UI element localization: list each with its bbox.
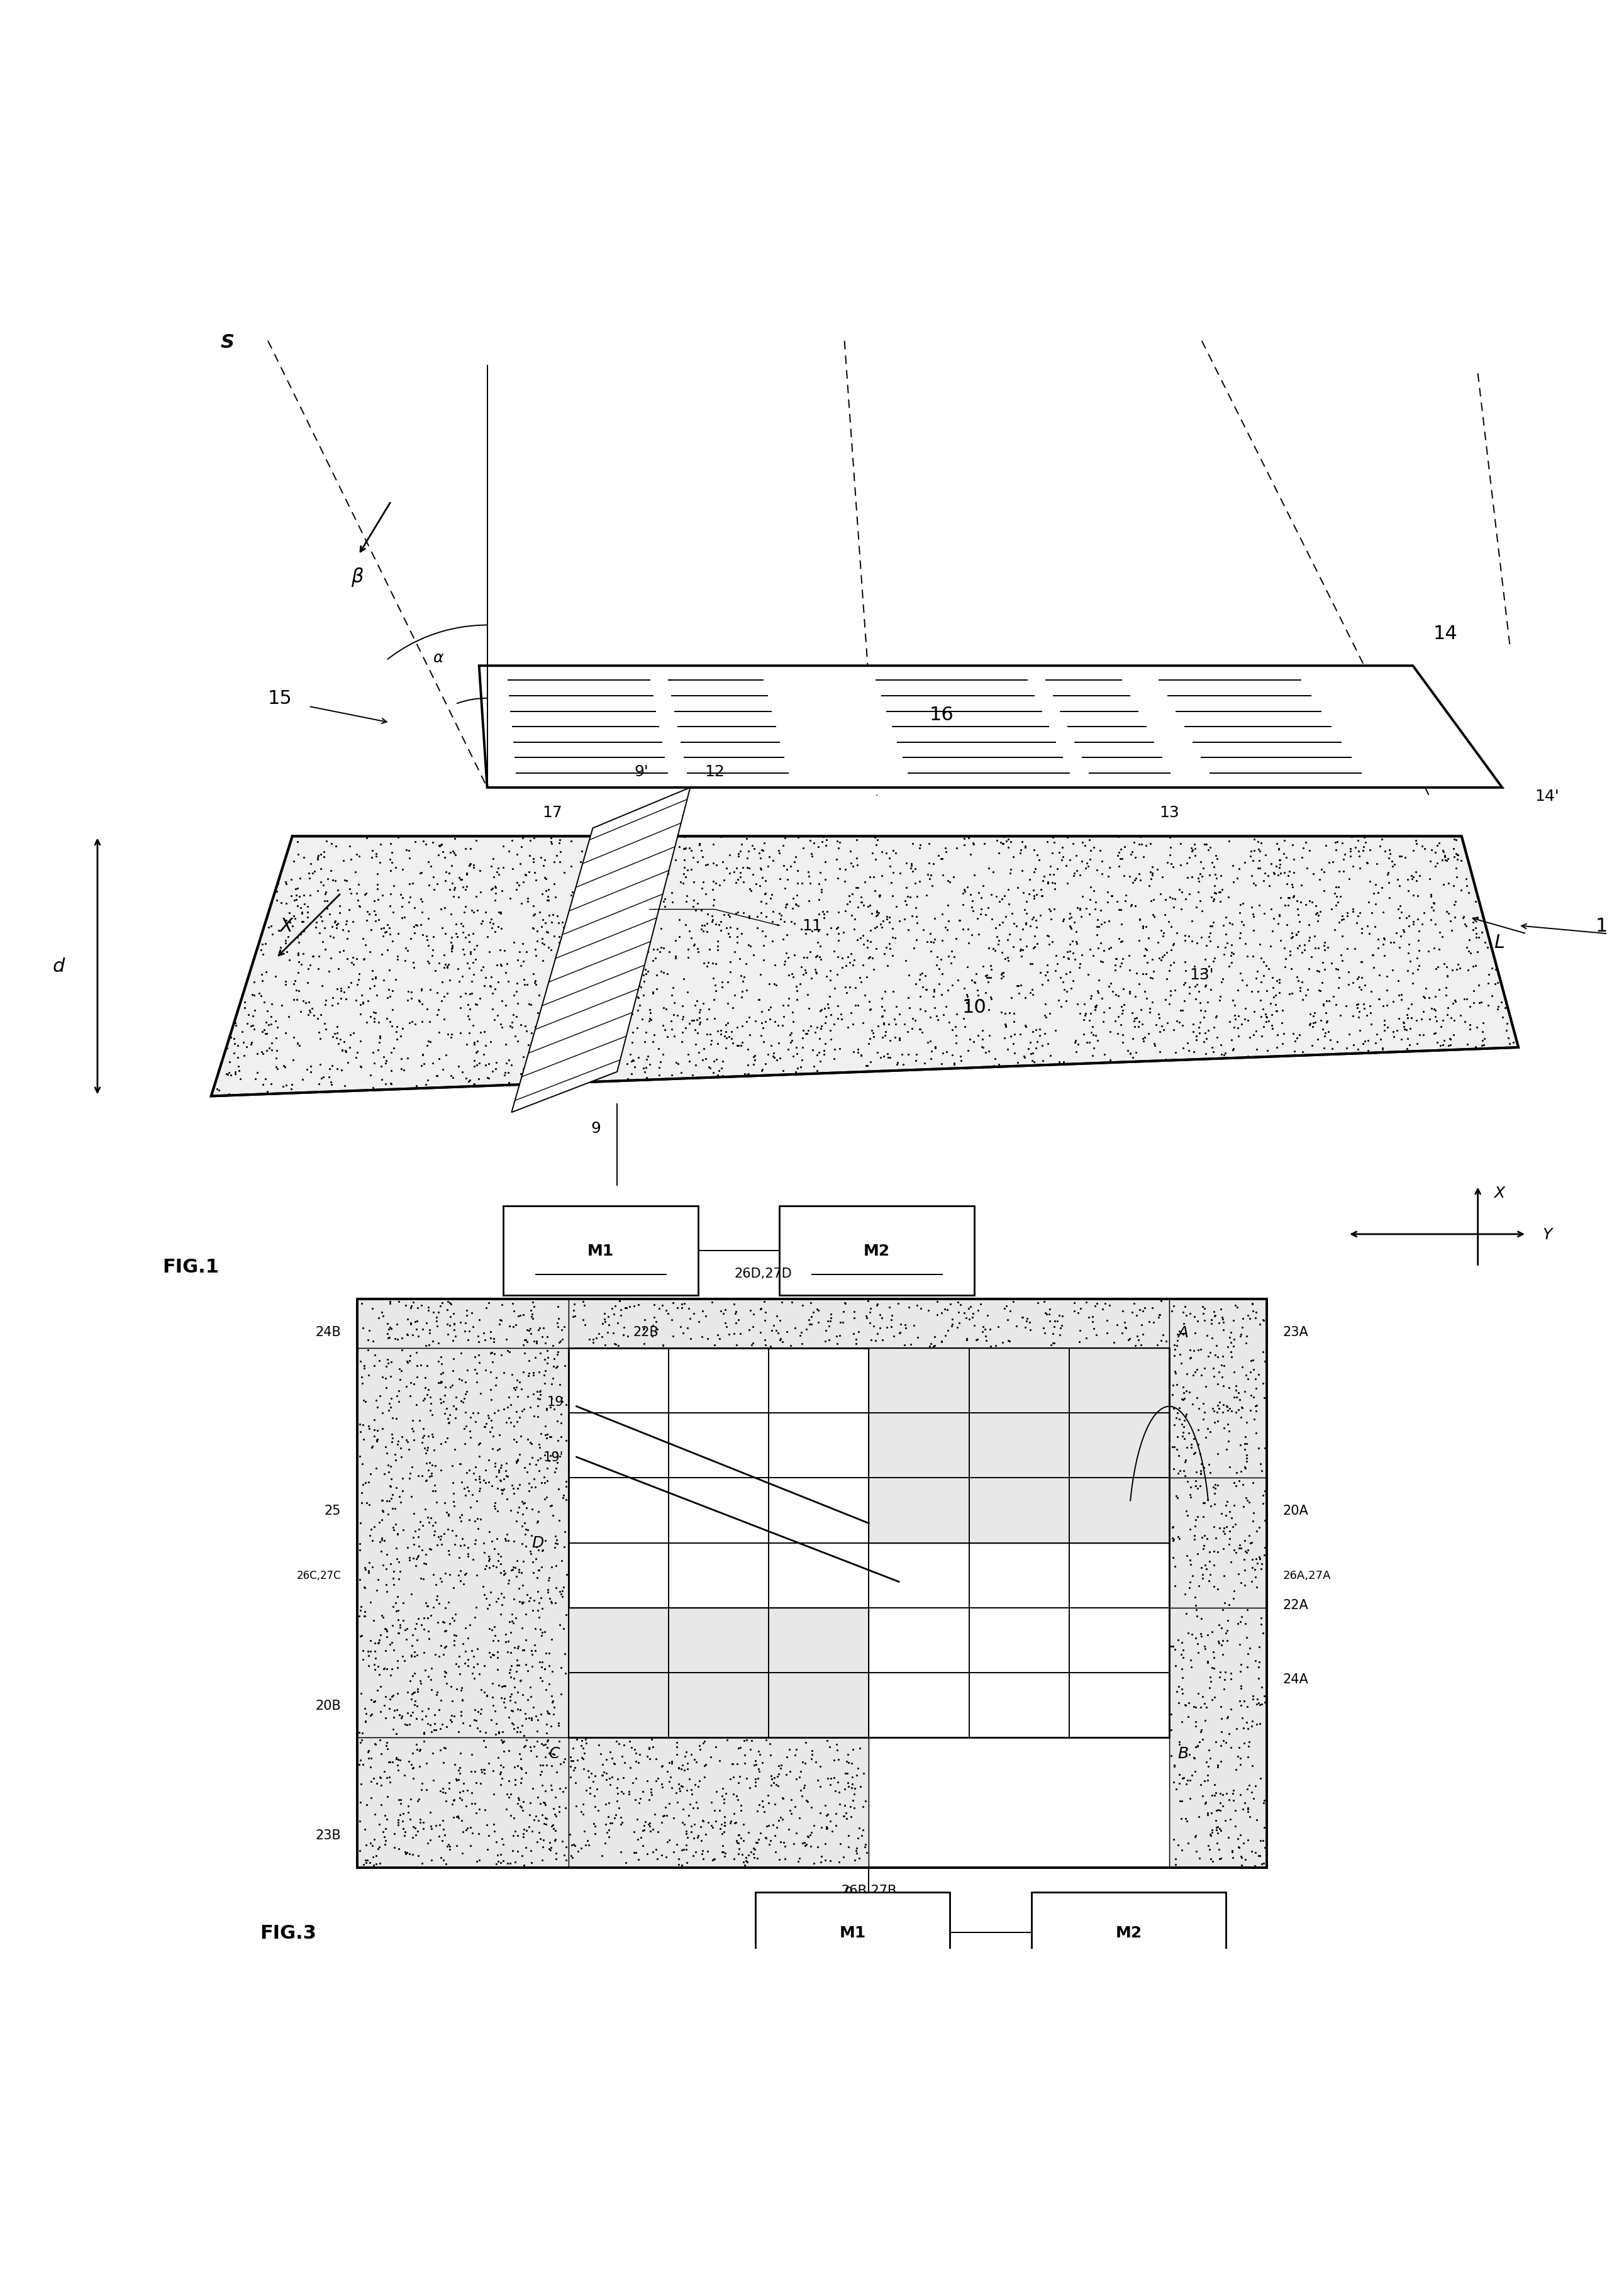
Text: 11: 11 (802, 919, 822, 932)
Text: 20A: 20A (1283, 1503, 1309, 1517)
Text: X: X (279, 916, 292, 935)
FancyBboxPatch shape (357, 1298, 568, 1348)
Text: 10: 10 (961, 998, 987, 1016)
Text: 9: 9 (844, 1885, 853, 1899)
FancyBboxPatch shape (568, 1608, 869, 1737)
Text: 25: 25 (325, 1503, 341, 1517)
Text: 12: 12 (705, 764, 724, 780)
Polygon shape (512, 787, 690, 1112)
FancyBboxPatch shape (869, 1737, 1169, 1867)
Text: 26A,27A: 26A,27A (1283, 1569, 1332, 1580)
FancyBboxPatch shape (780, 1205, 974, 1296)
Text: M1: M1 (840, 1926, 866, 1940)
Text: 19: 19 (547, 1396, 564, 1408)
Polygon shape (479, 666, 1502, 787)
FancyBboxPatch shape (568, 1737, 869, 1867)
FancyBboxPatch shape (357, 1298, 1267, 1867)
Text: 16: 16 (929, 705, 955, 723)
Text: 13': 13' (1190, 966, 1213, 982)
Text: M1: M1 (588, 1244, 614, 1258)
Text: 1: 1 (1595, 916, 1608, 935)
Text: M2: M2 (864, 1244, 890, 1258)
Text: 26C,27C: 26C,27C (297, 1569, 341, 1580)
Text: 26D,27D: 26D,27D (734, 1267, 793, 1280)
FancyBboxPatch shape (568, 1348, 1169, 1737)
Text: L: L (1494, 932, 1505, 951)
FancyBboxPatch shape (1169, 1478, 1267, 1608)
Text: 23B: 23B (315, 1828, 341, 1842)
FancyBboxPatch shape (357, 1348, 568, 1737)
Text: 15: 15 (268, 689, 292, 707)
Text: 14: 14 (1432, 625, 1458, 644)
FancyBboxPatch shape (357, 1737, 568, 1867)
Text: S: S (221, 334, 234, 352)
FancyBboxPatch shape (1169, 1298, 1267, 1478)
Text: Y: Y (1543, 1228, 1553, 1242)
Text: 24B: 24B (315, 1326, 341, 1337)
Text: 14': 14' (1535, 789, 1559, 803)
Text: X: X (1494, 1185, 1505, 1201)
Text: FIG.3: FIG.3 (260, 1924, 317, 1942)
Text: 9: 9 (591, 1121, 601, 1135)
FancyBboxPatch shape (755, 1892, 950, 1974)
Text: d: d (52, 957, 65, 976)
Text: 17: 17 (542, 805, 562, 821)
FancyBboxPatch shape (1031, 1892, 1226, 1974)
FancyBboxPatch shape (568, 1298, 1169, 1348)
Text: 24A: 24A (1283, 1674, 1309, 1685)
Text: 19': 19' (542, 1451, 564, 1464)
Text: C: C (549, 1746, 560, 1760)
Text: 26B,27B: 26B,27B (841, 1883, 896, 1897)
Text: $\beta$: $\beta$ (351, 566, 364, 587)
Text: B: B (1177, 1746, 1189, 1760)
Text: FIG.1: FIG.1 (162, 1258, 219, 1276)
Text: 22B: 22B (633, 1326, 659, 1337)
Text: D: D (533, 1535, 544, 1551)
Text: 23A: 23A (1283, 1326, 1309, 1337)
Text: 20B: 20B (315, 1699, 341, 1712)
FancyBboxPatch shape (869, 1348, 1169, 1544)
Text: $\alpha$: $\alpha$ (432, 650, 445, 666)
Text: 9': 9' (635, 764, 648, 780)
Polygon shape (211, 837, 1518, 1096)
Text: 13: 13 (1160, 805, 1179, 821)
FancyBboxPatch shape (503, 1205, 698, 1296)
Text: 22A: 22A (1283, 1599, 1309, 1610)
FancyBboxPatch shape (1169, 1608, 1267, 1867)
Text: M2: M2 (1116, 1926, 1142, 1940)
Text: A: A (1177, 1326, 1189, 1339)
